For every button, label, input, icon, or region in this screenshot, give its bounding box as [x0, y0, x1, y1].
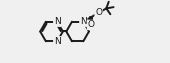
- Text: N: N: [80, 17, 87, 26]
- Text: N: N: [54, 37, 61, 46]
- Text: O: O: [87, 20, 95, 29]
- Text: O: O: [95, 8, 102, 17]
- Text: N: N: [54, 17, 61, 26]
